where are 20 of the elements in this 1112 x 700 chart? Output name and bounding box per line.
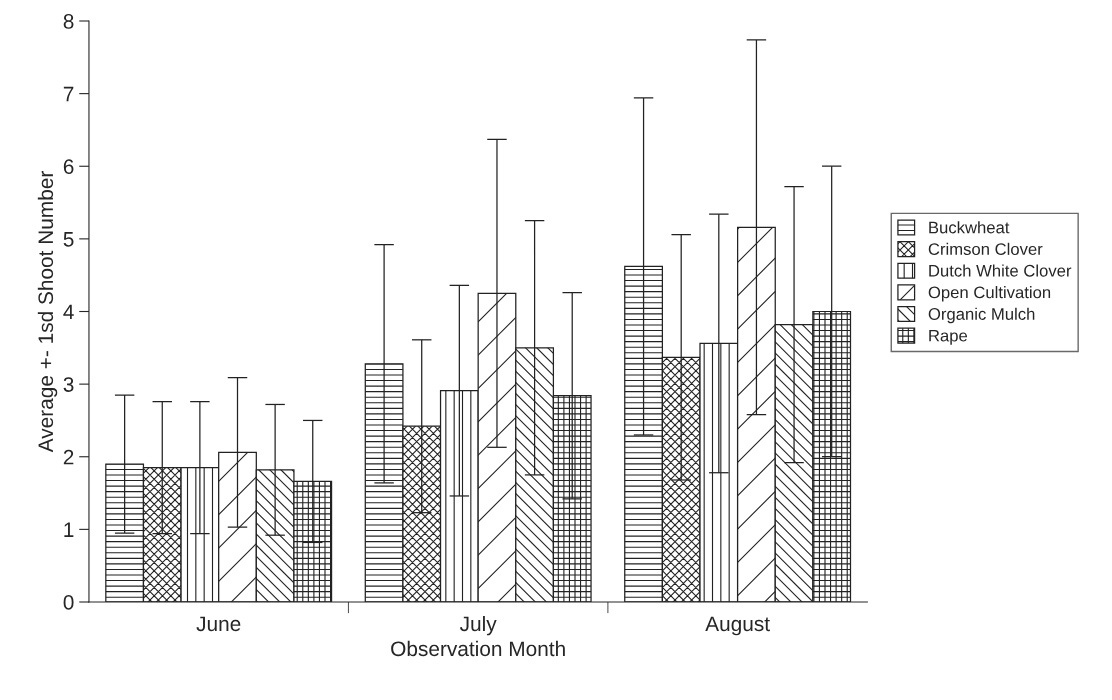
legend-label: Open Cultivation	[928, 286, 1051, 302]
y-tick-label: 6	[63, 159, 74, 174]
y-tick-label: 3	[63, 377, 74, 392]
legend-label: Organic Mulch	[928, 307, 1035, 324]
y-axis-title: Average +- 1sd Shoot Number	[37, 171, 58, 453]
x-tick-label: July	[459, 615, 497, 636]
y-tick-label: 7	[63, 86, 74, 102]
legend-label: Buckwheat	[929, 221, 1010, 234]
y-tick-label: 8	[63, 14, 74, 29]
y-tick-label: 0	[63, 595, 74, 610]
y-tick-label: 4	[63, 304, 74, 320]
x-tick-label: June	[196, 616, 241, 632]
x-axis-title: Observation Month	[391, 640, 565, 657]
x-tick-label: August	[705, 616, 770, 636]
legend-label: Crimson Clover	[928, 242, 1043, 256]
y-tick-label: 1	[64, 522, 74, 537]
legend-label: Dutch White Clover	[929, 264, 1072, 277]
y-tick-label: 5	[63, 232, 74, 247]
legend-label: Rape	[929, 329, 968, 345]
y-tick-label: 2	[63, 449, 74, 465]
